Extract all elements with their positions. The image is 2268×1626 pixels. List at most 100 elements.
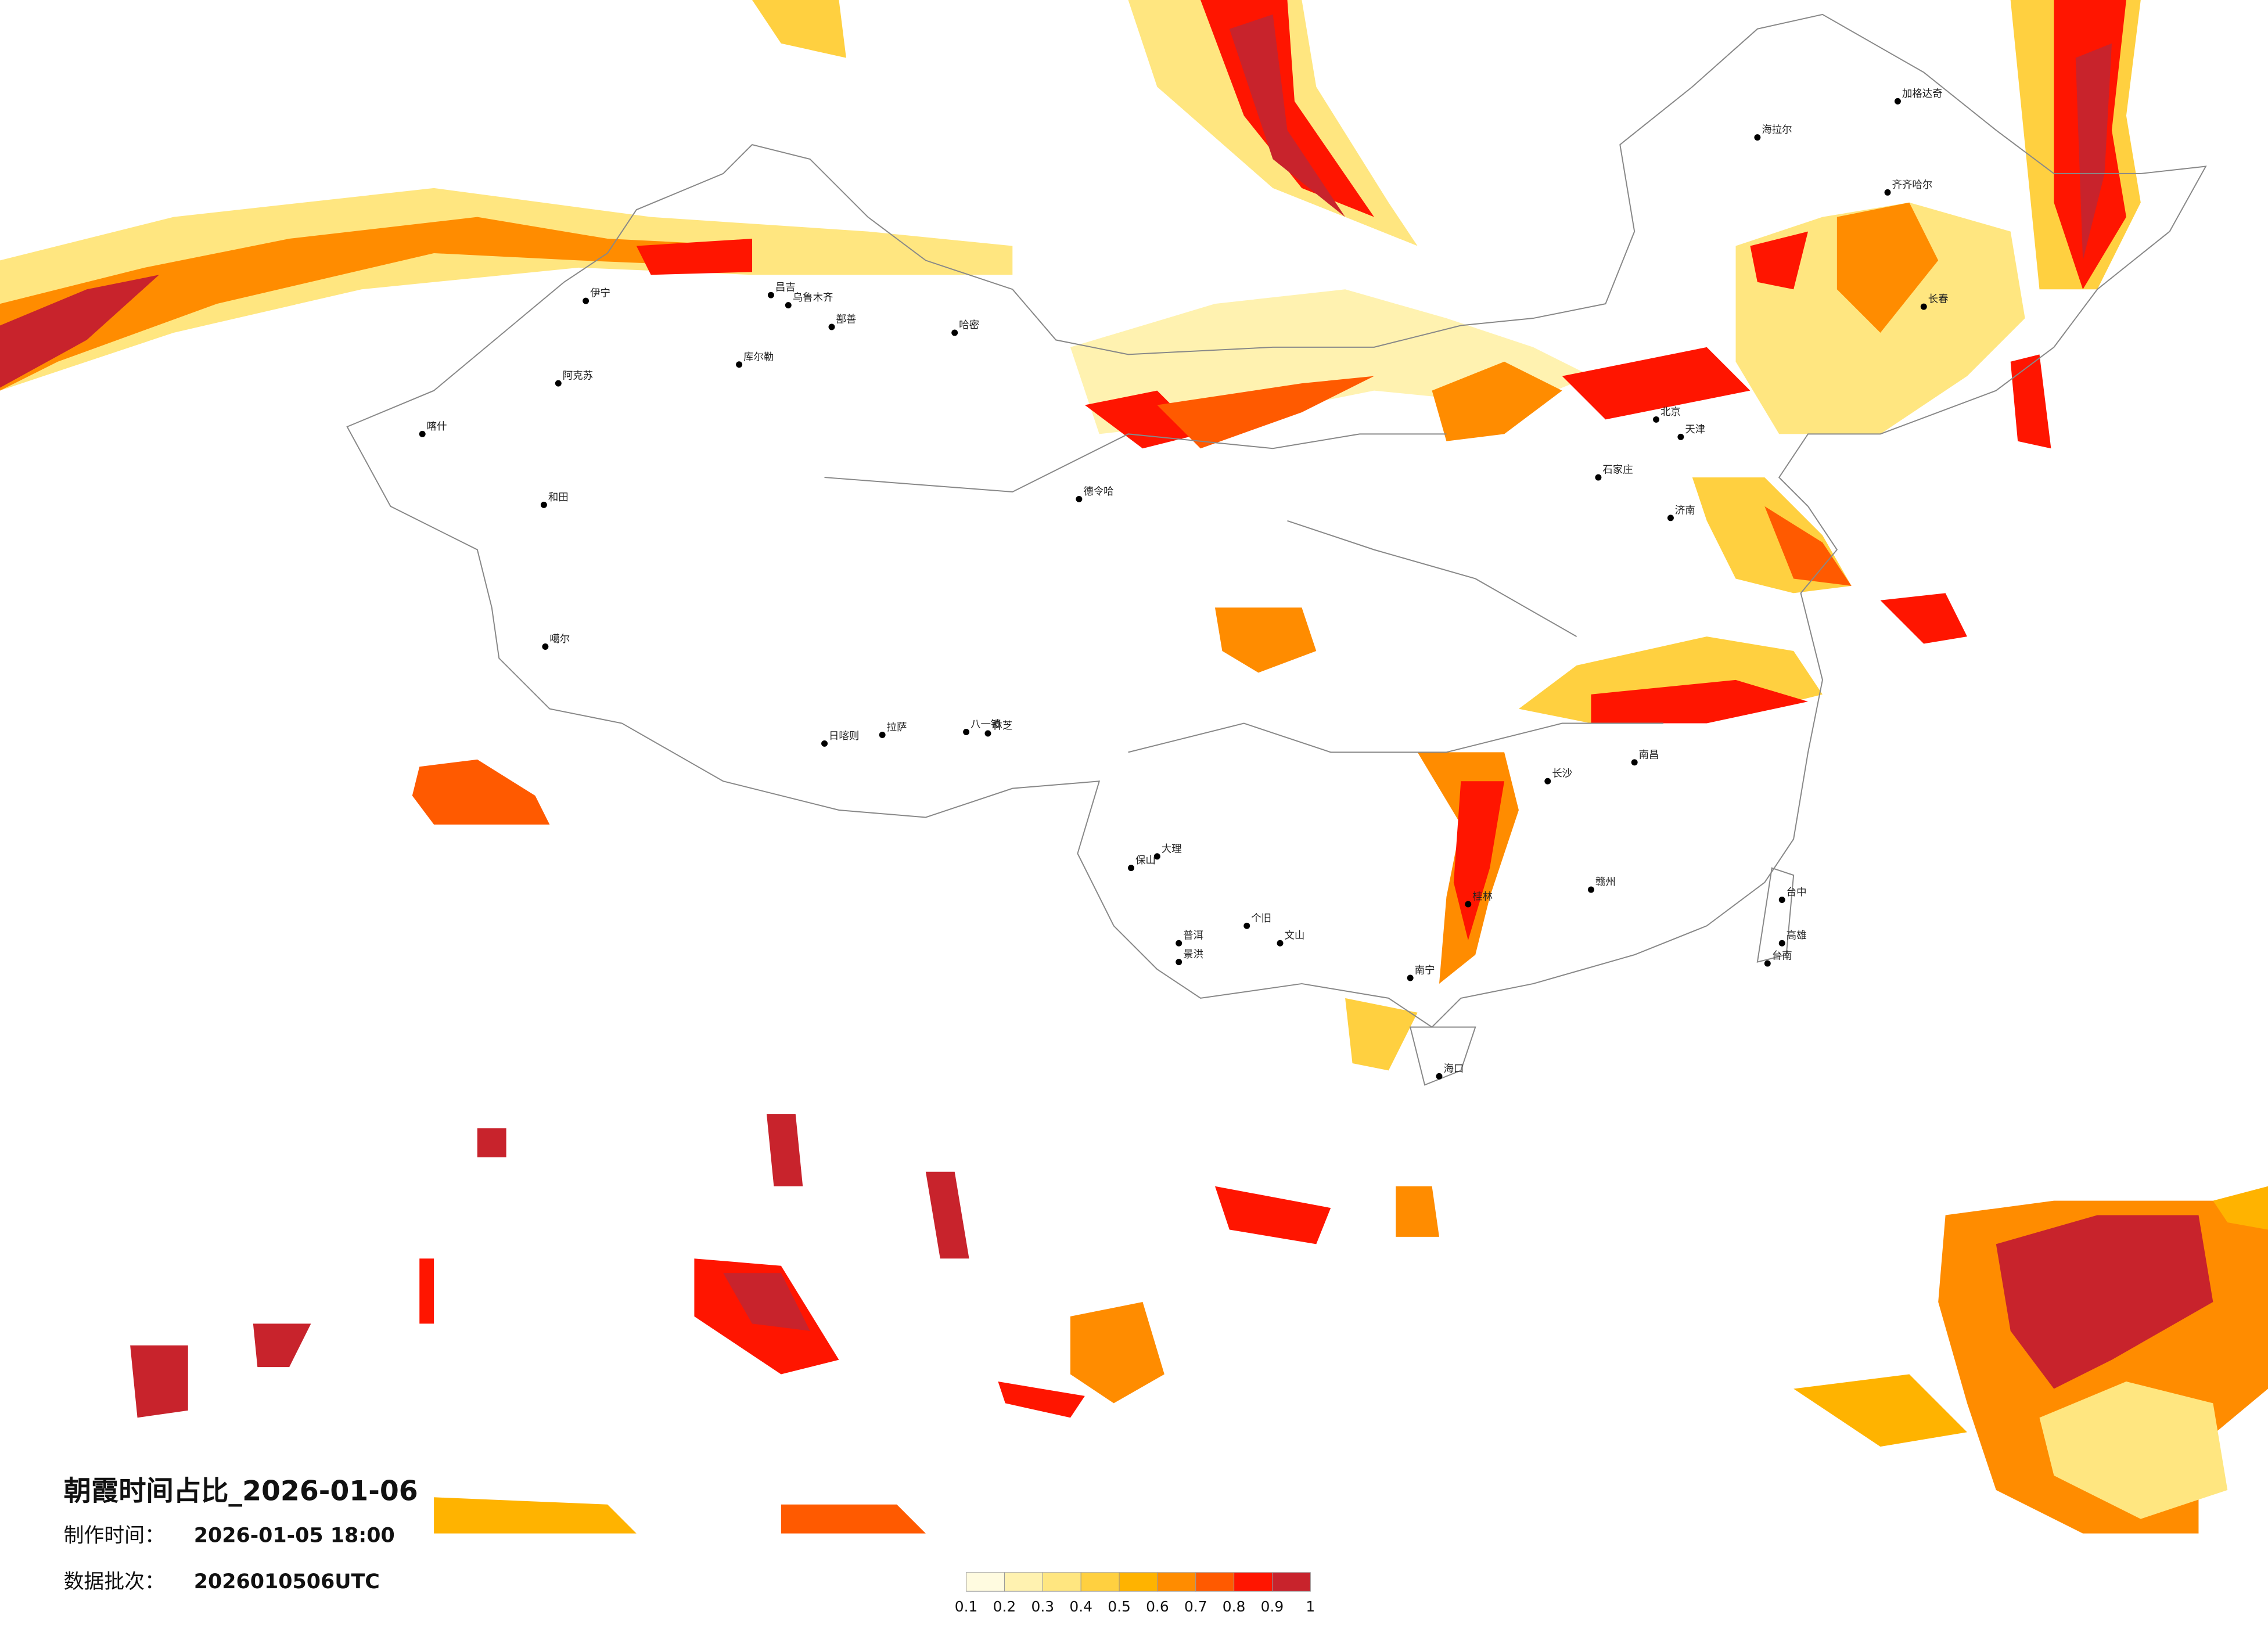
- city-label: 文山: [1285, 930, 1305, 942]
- city-dot: [1544, 778, 1551, 785]
- colorbar-cell: [1004, 1572, 1043, 1592]
- city-label: 保山: [1135, 855, 1156, 866]
- city-label: 赣州: [1595, 877, 1616, 888]
- city-label: 林芝: [992, 721, 1012, 732]
- city-dot: [1587, 886, 1594, 893]
- city-dot: [879, 732, 886, 738]
- city-label: 个旧: [1251, 913, 1271, 924]
- city-dot: [963, 729, 970, 735]
- city-dot: [1764, 960, 1771, 967]
- city-label: 海拉尔: [1762, 124, 1792, 136]
- city-label: 台中: [1787, 887, 1807, 898]
- city-dot: [1176, 959, 1182, 966]
- city-label: 南昌: [1639, 749, 1659, 761]
- city-dot: [1667, 515, 1674, 521]
- city-label: 桂林: [1472, 891, 1493, 902]
- colorbar-cell: [1271, 1572, 1311, 1592]
- city-dot: [1076, 495, 1083, 502]
- city-dot: [1465, 901, 1472, 908]
- colorbar-cell: [1157, 1572, 1196, 1592]
- colorbar-cell: [1042, 1572, 1081, 1592]
- production-time-value: 2026-01-05 18:00: [194, 1524, 395, 1548]
- city-label: 喀什: [427, 421, 447, 433]
- city-label: 普洱: [1183, 930, 1203, 942]
- colorbar-tick-label: 1: [1306, 1598, 1315, 1615]
- city-dot: [736, 361, 743, 368]
- city-dot: [555, 380, 562, 387]
- city-dot: [1595, 474, 1602, 481]
- city-label: 昌吉: [775, 282, 796, 294]
- city-dot: [583, 297, 590, 304]
- city-label: 大理: [1162, 843, 1182, 855]
- city-dot: [1436, 1073, 1443, 1080]
- city-label: 乌鲁木齐: [793, 292, 833, 304]
- production-time-label: 制作时间：: [64, 1524, 165, 1548]
- city-dot: [821, 740, 828, 747]
- colorbar-tick-label: 0.5: [1108, 1598, 1131, 1615]
- city-dot: [1677, 433, 1684, 440]
- colorbar-cell: [966, 1572, 1005, 1592]
- city-dot: [1653, 416, 1660, 423]
- city-dot: [951, 329, 958, 336]
- city-dot: [1631, 759, 1638, 766]
- colorbar-tick-label: 0.8: [1223, 1598, 1246, 1615]
- city-label: 石家庄: [1602, 465, 1633, 476]
- colorbar-tick-label: 0.1: [955, 1598, 978, 1615]
- colorbar-tick-label: 0.7: [1184, 1598, 1207, 1615]
- city-label: 八一镇: [971, 719, 1001, 731]
- city-label: 南宁: [1415, 965, 1435, 977]
- data-batch-value: 2026010506UTC: [194, 1570, 380, 1593]
- city-label: 库尔勒: [743, 351, 774, 363]
- city-label: 长沙: [1552, 768, 1572, 780]
- city-dot: [785, 302, 792, 309]
- data-batch-label: 数据批次：: [64, 1570, 165, 1593]
- city-dot: [1894, 98, 1901, 105]
- city-label: 哈密: [959, 319, 979, 331]
- city-dot: [419, 430, 426, 437]
- colorbar-cell: [1234, 1572, 1273, 1592]
- city-label: 鄯善: [836, 314, 856, 326]
- city-label: 加格达奇: [1902, 88, 1943, 100]
- colorbar-cell: [1119, 1572, 1158, 1592]
- colorbar-cell: [1080, 1572, 1120, 1592]
- city-label: 拉萨: [887, 722, 907, 733]
- city-label: 齐齐哈尔: [1892, 179, 1932, 191]
- city-label: 济南: [1675, 505, 1695, 516]
- city-label: 台南: [1772, 951, 1792, 962]
- city-label: 景洪: [1183, 949, 1203, 961]
- city-label: 高雄: [1787, 930, 1807, 942]
- city-dot: [984, 730, 991, 737]
- city-dot: [1778, 896, 1785, 903]
- colorbar-tick-label: 0.4: [1069, 1598, 1092, 1615]
- city-label: 阿克苏: [563, 370, 593, 382]
- city-dot: [767, 292, 774, 298]
- city-label: 天津: [1685, 424, 1705, 436]
- city-dot: [828, 323, 835, 330]
- city-dot: [1176, 940, 1182, 947]
- city-dot: [1754, 134, 1761, 141]
- city-label: 德令哈: [1083, 486, 1113, 498]
- city-label: 长春: [1928, 294, 1949, 305]
- boundaries: [346, 13, 2207, 1086]
- city-dot: [1407, 974, 1414, 981]
- colorbar-tick-label: 0.6: [1146, 1598, 1169, 1615]
- city-label: 日喀则: [829, 731, 859, 742]
- city-dot: [540, 501, 547, 508]
- city-label: 噶尔: [549, 634, 570, 645]
- city-dot: [1920, 303, 1927, 310]
- city-dot: [1243, 922, 1250, 929]
- map-title: 朝霞时间占比_2026-01-06: [64, 1475, 418, 1507]
- city-label: 伊宁: [590, 288, 610, 300]
- city-dot: [1277, 940, 1284, 947]
- city-dot: [542, 643, 549, 650]
- city-dot: [1884, 189, 1891, 196]
- city-dot: [1128, 865, 1134, 872]
- colorbar-cell: [1195, 1572, 1235, 1592]
- city-label: 和田: [548, 492, 569, 503]
- heat-blobs: [0, 0, 2268, 1534]
- city-label: 海口: [1443, 1063, 1464, 1075]
- colorbar-tick-label: 0.2: [993, 1598, 1016, 1615]
- colorbar: 0.1 0.2 0.3 0.4 0.5 0.6 0.7 0.8 0.9 1: [955, 1572, 1315, 1615]
